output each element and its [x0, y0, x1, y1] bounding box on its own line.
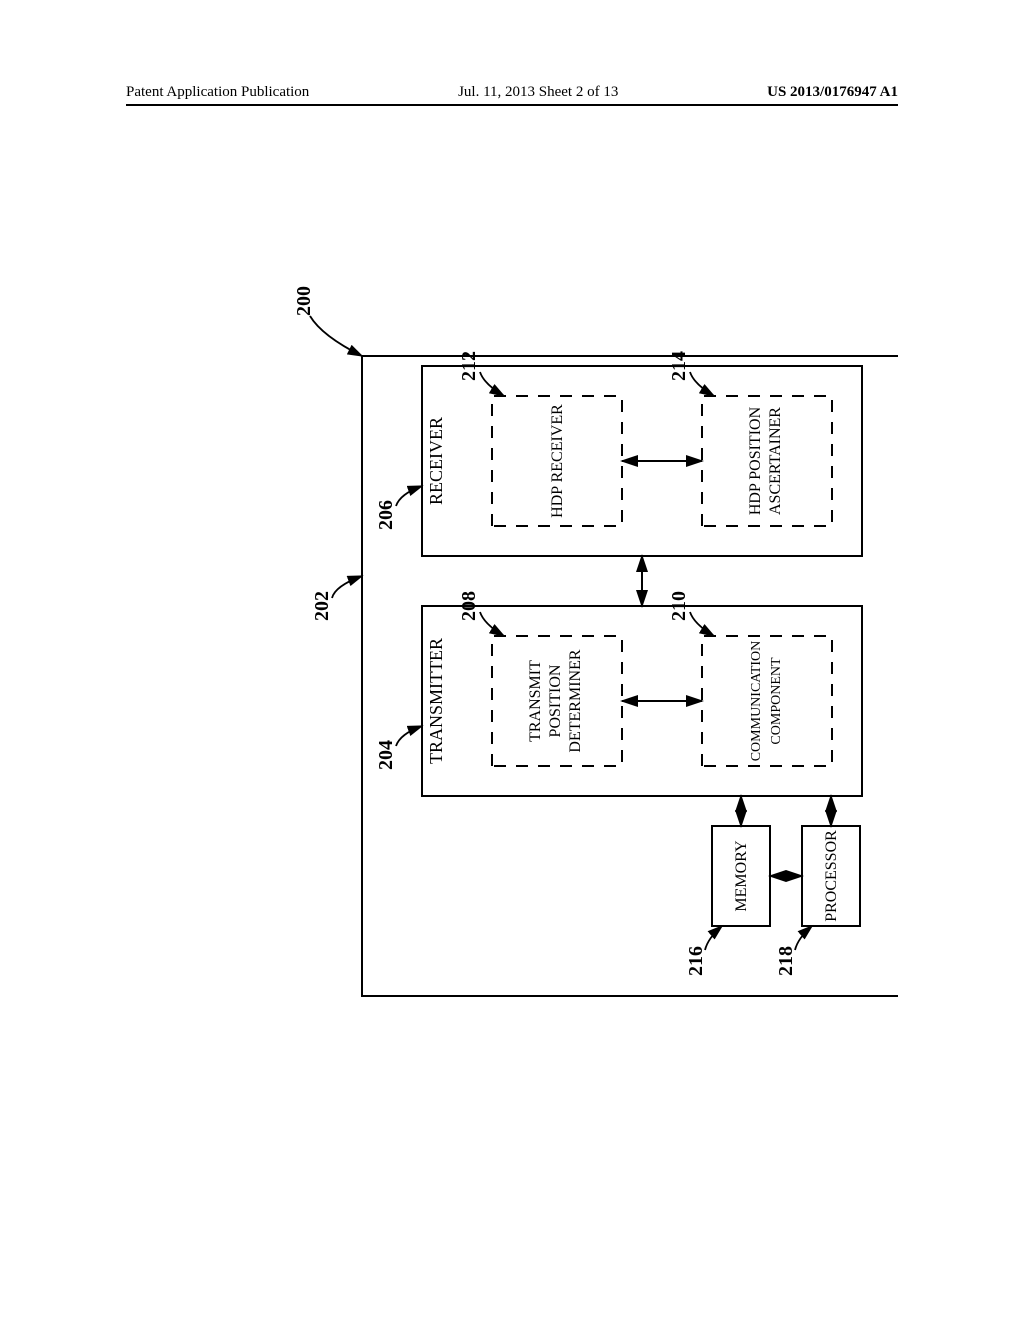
header-center: Jul. 11, 2013 Sheet 2 of 13: [458, 84, 618, 101]
lead-206: [396, 486, 422, 506]
lead-212: [480, 372, 504, 396]
transmitter-label: TRANSMITTER: [426, 638, 446, 764]
svg-text:HDP RECEIVER: HDP RECEIVER: [549, 404, 566, 518]
lead-208: [480, 612, 504, 636]
memory-label: MEMORY: [733, 840, 750, 912]
ref-206: 206: [375, 500, 397, 530]
ref-210: 210: [668, 591, 690, 621]
receiver-label: RECEIVER: [426, 417, 446, 505]
header-rule: [126, 104, 898, 106]
ref-208: 208: [458, 591, 480, 621]
communication-component-box: [702, 636, 832, 766]
lead-204: [396, 726, 422, 746]
lead-210: [690, 612, 714, 636]
processor-label: PROCESSOR: [823, 830, 840, 922]
svg-text:COMMUNICATION: COMMUNICATION: [749, 641, 764, 762]
header-left: Patent Application Publication: [126, 84, 309, 101]
svg-text:COMPONENT: COMPONENT: [769, 657, 784, 745]
lead-218: [795, 926, 812, 950]
svg-text:DETERMINER: DETERMINER: [567, 649, 584, 752]
svg-text:ASCERTAINER: ASCERTAINER: [767, 407, 784, 515]
figure-container: 200 202 204 206 208 210 212 214 216 218 TRANSMITTE…: [126, 220, 898, 1120]
ref-216: 216: [685, 946, 707, 976]
svg-text:TRANSMIT: TRANSMIT: [527, 660, 544, 742]
ref-202: 202: [311, 591, 333, 621]
header-right: US 2013/0176947 A1: [767, 84, 898, 101]
ref-218: 218: [775, 946, 797, 976]
lead-216: [705, 926, 722, 950]
ref-214: 214: [668, 351, 690, 381]
lead-202: [332, 576, 362, 598]
rotated-group: 200 202 204 206 208 210 212 214 216 218 TRANSMITTE…: [293, 286, 898, 996]
page: Patent Application Publication Jul. 11, …: [0, 0, 1024, 1320]
lead-214: [690, 372, 714, 396]
ref-212: 212: [458, 351, 480, 381]
svg-text:POSITION: POSITION: [547, 664, 564, 737]
lead-200: [310, 316, 362, 356]
ref-200: 200: [293, 286, 315, 316]
page-header: Patent Application Publication Jul. 11, …: [126, 84, 898, 101]
figure-svg: 200 202 204 206 208 210 212 214 216 218 TRANSMITTE…: [126, 220, 898, 1120]
svg-text:HDP POSITION: HDP POSITION: [747, 406, 764, 515]
ref-204: 204: [375, 740, 397, 770]
